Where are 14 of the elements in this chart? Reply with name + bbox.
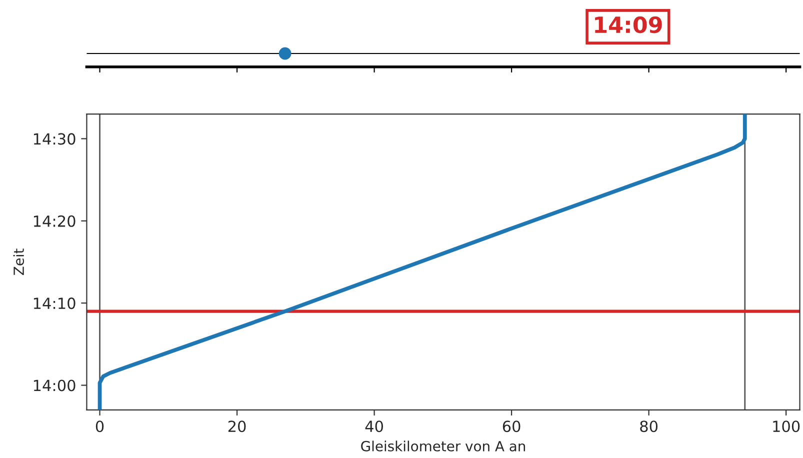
y-tick-label: 14:10 bbox=[34, 298, 76, 310]
x-tick-label: 100 bbox=[773, 420, 800, 432]
text: 14:09 bbox=[595, 16, 662, 34]
x-tick-label: 40 bbox=[365, 420, 383, 432]
x-axis-title: Gleiskilometer von A an bbox=[361, 440, 526, 452]
x-tick-label: 80 bbox=[640, 420, 658, 432]
y-tick-label: 14:30 bbox=[34, 133, 76, 145]
x-tick-label: 0 bbox=[96, 420, 104, 432]
x-tick-label: 60 bbox=[502, 420, 520, 432]
y-tick-label: 14:00 bbox=[34, 380, 76, 392]
y-axis-title: Zeit bbox=[13, 248, 24, 276]
y-tick-label: 14:20 bbox=[34, 215, 76, 227]
line-series bbox=[98, 114, 747, 410]
x-tick-label: 20 bbox=[228, 420, 246, 432]
